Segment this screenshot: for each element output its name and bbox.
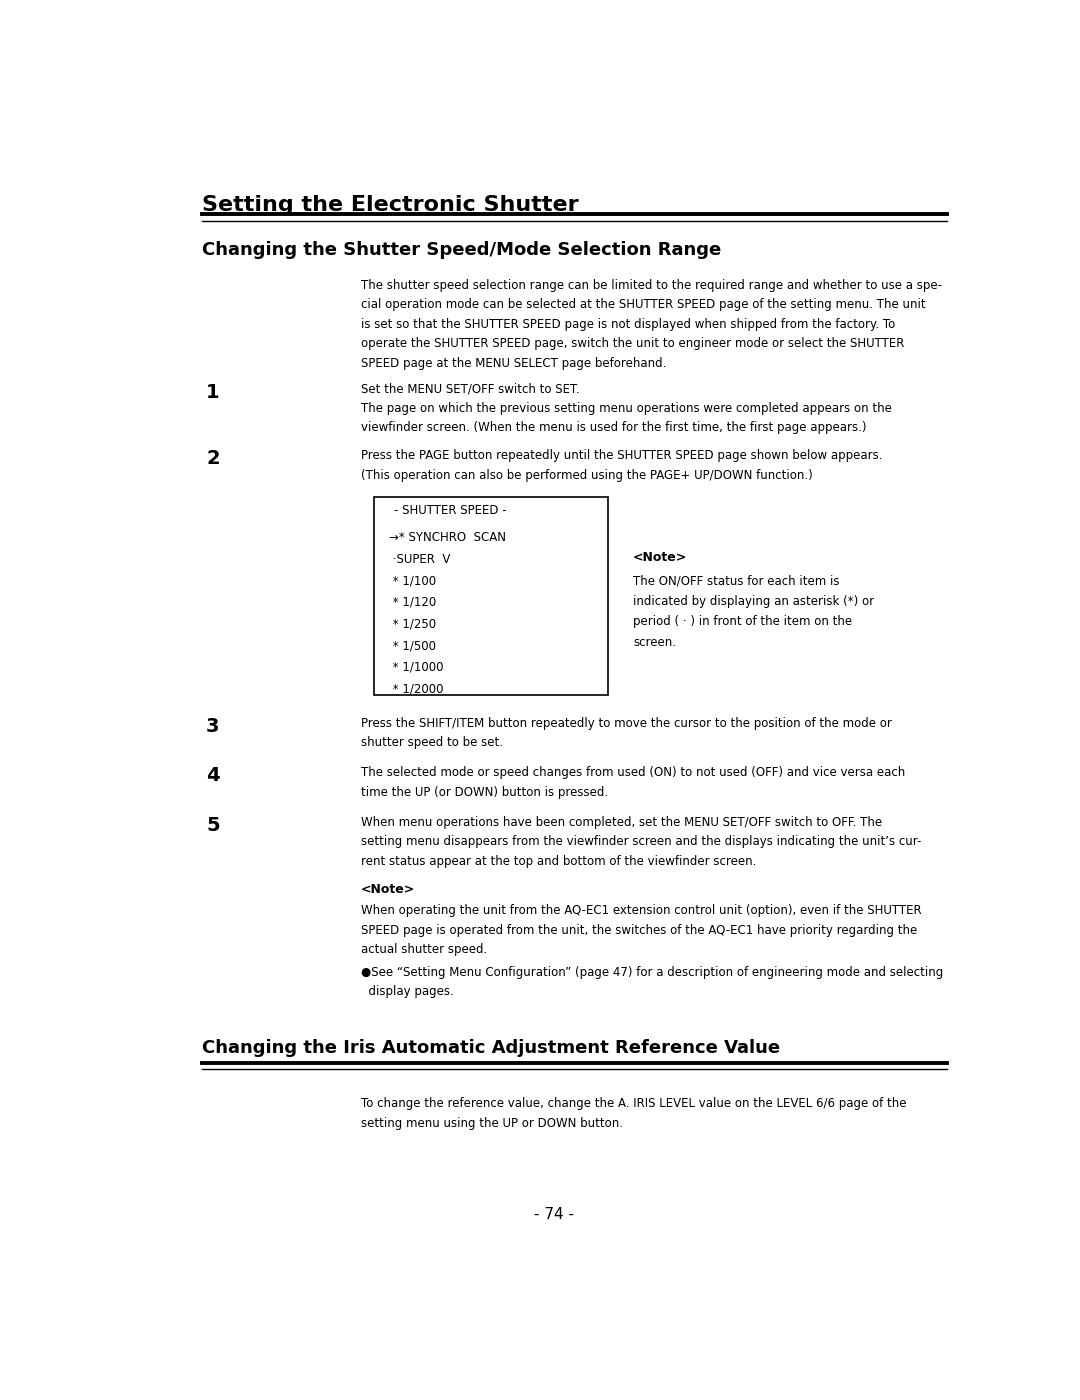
Text: time the UP (or DOWN) button is pressed.: time the UP (or DOWN) button is pressed. [361,785,608,798]
Text: cial operation mode can be selected at the SHUTTER SPEED page of the setting men: cial operation mode can be selected at t… [361,298,926,311]
Text: →* SYNCHRO  SCAN: →* SYNCHRO SCAN [389,531,505,545]
Text: Press the SHIFT/ITEM button repeatedly to move the cursor to the position of the: Press the SHIFT/ITEM button repeatedly t… [361,717,892,729]
Text: ·SUPER  V: ·SUPER V [389,553,450,566]
Bar [374,497,608,696]
Text: screen.: screen. [633,636,676,648]
Text: indicated by displaying an asterisk (*) or: indicated by displaying an asterisk (*) … [633,595,874,608]
Text: * 1/1000: * 1/1000 [389,661,443,673]
Text: 4: 4 [206,766,219,785]
Text: When operating the unit from the AQ-EC1 extension control unit (option), even if: When operating the unit from the AQ-EC1 … [361,904,921,917]
Text: <Note>: <Note> [361,883,415,896]
Text: display pages.: display pages. [361,986,454,998]
Text: shutter speed to be set.: shutter speed to be set. [361,736,503,749]
Text: Setting the Electronic Shutter: Setting the Electronic Shutter [202,195,579,216]
Text: (This operation can also be performed using the PAGE+ UP/DOWN function.): (This operation can also be performed us… [361,469,813,482]
Text: * 1/500: * 1/500 [389,638,435,652]
Text: The page on which the previous setting menu operations were completed appears on: The page on which the previous setting m… [361,402,892,414]
Text: rent status appear at the top and bottom of the viewfinder screen.: rent status appear at the top and bottom… [361,854,756,868]
Text: To change the reference value, change the A. IRIS LEVEL value on the LEVEL 6/6 p: To change the reference value, change th… [361,1098,906,1110]
Text: <Note>: <Note> [633,550,687,564]
Text: setting menu using the UP or DOWN button.: setting menu using the UP or DOWN button… [361,1117,623,1130]
Text: setting menu disappears from the viewfinder screen and the displays indicating t: setting menu disappears from the viewfin… [361,836,921,848]
Text: Press the PAGE button repeatedly until the SHUTTER SPEED page shown below appear: Press the PAGE button repeatedly until t… [361,449,882,462]
Text: operate the SHUTTER SPEED page, switch the unit to engineer mode or select the S: operate the SHUTTER SPEED page, switch t… [361,337,904,350]
Text: - SHUTTER SPEED -: - SHUTTER SPEED - [394,504,508,518]
Text: SPEED page at the MENU SELECT page beforehand.: SPEED page at the MENU SELECT page befor… [361,357,666,370]
Text: Set the MENU SET/OFF switch to SET.: Set the MENU SET/OFF switch to SET. [361,382,580,396]
Text: ●See “Setting Menu Configuration” (page 47) for a description of engineering mod: ●See “Setting Menu Configuration” (page … [361,966,943,979]
Text: SPEED page is operated from the unit, the switches of the AQ-EC1 have priority r: SPEED page is operated from the unit, th… [361,924,917,937]
Text: actual shutter speed.: actual shutter speed. [361,944,487,956]
Text: The ON/OFF status for each item is: The ON/OFF status for each item is [633,574,839,588]
Text: viewfinder screen. (When the menu is used for the first time, the first page app: viewfinder screen. (When the menu is use… [361,421,866,434]
Text: * 1/250: * 1/250 [389,617,435,630]
Text: is set so that the SHUTTER SPEED page is not displayed when shipped from the fac: is set so that the SHUTTER SPEED page is… [361,318,895,330]
Text: Changing the Iris Automatic Adjustment Reference Value: Changing the Iris Automatic Adjustment R… [202,1039,780,1057]
Text: When menu operations have been completed, set the MENU SET/OFF switch to OFF. Th: When menu operations have been completed… [361,816,882,829]
Text: The selected mode or speed changes from used (ON) to not used (OFF) and vice ver: The selected mode or speed changes from … [361,766,905,780]
Text: The shutter speed selection range can be limited to the required range and wheth: The shutter speed selection range can be… [361,279,942,293]
Text: * 1/100: * 1/100 [389,574,435,588]
Text: 2: 2 [206,449,219,469]
Text: period ( · ) in front of the item on the: period ( · ) in front of the item on the [633,616,852,629]
Text: 1: 1 [206,382,219,402]
Text: Changing the Shutter Speed/Mode Selection Range: Changing the Shutter Speed/Mode Selectio… [202,241,721,259]
Text: - 74 -: - 74 - [534,1207,573,1222]
Text: 5: 5 [206,816,219,834]
Text: * 1/120: * 1/120 [389,596,436,609]
Text: * 1/2000: * 1/2000 [389,682,443,696]
Text: 3: 3 [206,717,219,736]
